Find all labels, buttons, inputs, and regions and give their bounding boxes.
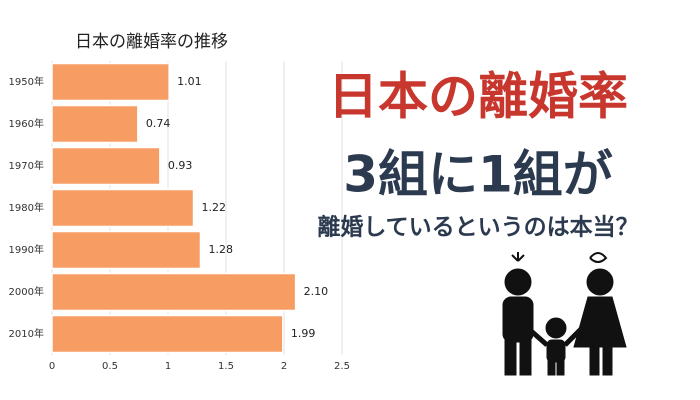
value-label: 2.10 xyxy=(304,285,329,298)
x-tick-label: 0 xyxy=(49,361,55,372)
y-tick-label: 2000年 xyxy=(9,285,44,298)
woman-leg xyxy=(602,344,613,376)
chart: 0 0.5 1 1.5 2 2.5 1950年 1.01 1960年 0.74 1970年 0.93 1… xyxy=(9,61,350,372)
value-label: 1.22 xyxy=(202,201,227,214)
woman-leg xyxy=(589,344,600,376)
y-tick-label: 1990年 xyxy=(9,243,44,256)
value-label: 1.28 xyxy=(208,243,233,256)
chart-title: 日本の離婚率の推移 xyxy=(75,32,228,52)
bar xyxy=(51,230,202,270)
headline-line2: 3組に1組が xyxy=(343,146,613,204)
x-tick-label: 1 xyxy=(165,361,171,372)
value-label: 0.74 xyxy=(146,117,171,130)
y-tick-label: 1980年 xyxy=(9,201,44,214)
x-tick-label: 2 xyxy=(281,361,287,372)
value-label: 0.93 xyxy=(168,159,193,172)
man-leg xyxy=(504,334,517,376)
bar xyxy=(51,272,297,312)
man-head xyxy=(504,268,532,296)
steam-mark xyxy=(589,252,608,263)
x-tick-label: 1.5 xyxy=(218,361,234,372)
headline-line1: 日本の離婚率 xyxy=(328,68,628,126)
bar xyxy=(51,62,170,102)
child-body xyxy=(546,339,566,363)
bar xyxy=(51,146,161,186)
y-tick-label: 1950年 xyxy=(9,75,44,88)
child-leg xyxy=(556,359,565,376)
woman-head xyxy=(586,268,614,296)
bar xyxy=(51,104,139,144)
headline-line3: 離婚しているというのは本当？ xyxy=(317,214,638,241)
value-label: 1.99 xyxy=(291,327,316,340)
child-arms xyxy=(528,323,587,347)
child-leg xyxy=(547,359,556,376)
man-leg xyxy=(519,334,532,376)
y-tick-label: 1960年 xyxy=(9,117,44,130)
x-tick-label: 0.5 xyxy=(102,361,118,372)
y-tick-label: 2010年 xyxy=(9,327,44,340)
anger-mark xyxy=(511,252,525,262)
value-label: 1.01 xyxy=(177,75,202,88)
man-body xyxy=(502,296,534,343)
family-illustration xyxy=(502,252,627,376)
bar xyxy=(51,314,284,354)
y-tick-label: 1970年 xyxy=(9,159,44,172)
bar xyxy=(51,188,195,228)
x-tick-label: 2.5 xyxy=(334,361,350,372)
child-head xyxy=(545,317,567,339)
